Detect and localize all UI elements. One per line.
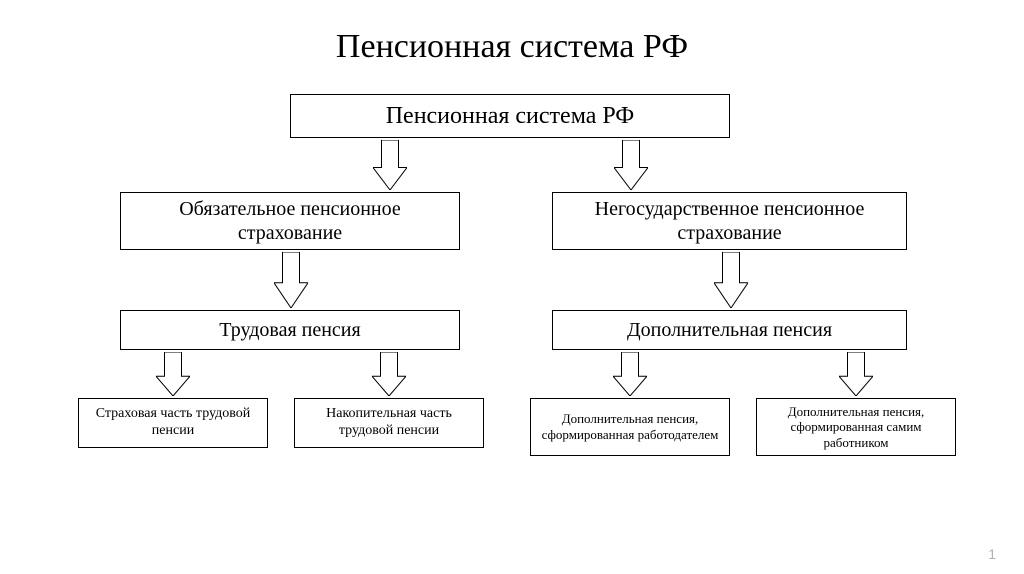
- node-left1-label: Обязательное пенсионное страхование: [127, 197, 453, 245]
- arrow-down-icon: [839, 352, 873, 396]
- node-leaf-a: Страховая часть трудовой пенсии: [78, 398, 268, 448]
- arrow-down-icon: [613, 352, 647, 396]
- node-left2-label: Трудовая пенсия: [219, 318, 360, 342]
- node-root: Пенсионная система РФ: [290, 94, 730, 138]
- page-number: 1: [988, 546, 996, 562]
- arrow-down-icon: [156, 352, 190, 396]
- node-leaf-c-label: Дополнительная пенсия, сформированная ра…: [537, 411, 723, 442]
- node-right2-label: Дополнительная пенсия: [627, 318, 832, 342]
- node-leaf-a-label: Страховая часть трудовой пенсии: [85, 406, 261, 440]
- node-right2: Дополнительная пенсия: [552, 310, 907, 350]
- node-leaf-b: Накопительная часть трудовой пенсии: [294, 398, 484, 448]
- node-leaf-d-label: Дополнительная пенсия, сформированная са…: [763, 404, 949, 451]
- node-left2: Трудовая пенсия: [120, 310, 460, 350]
- arrow-down-icon: [274, 252, 308, 308]
- node-left1: Обязательное пенсионное страхование: [120, 192, 460, 250]
- node-leaf-c: Дополнительная пенсия, сформированная ра…: [530, 398, 730, 456]
- arrow-down-icon: [614, 140, 648, 190]
- diagram-title: Пенсионная система РФ: [0, 0, 1024, 84]
- arrow-down-icon: [372, 352, 406, 396]
- node-right1: Негосударственное пенсионное страхование: [552, 192, 907, 250]
- node-leaf-d: Дополнительная пенсия, сформированная са…: [756, 398, 956, 456]
- node-root-label: Пенсионная система РФ: [386, 102, 635, 131]
- arrow-down-icon: [714, 252, 748, 308]
- node-leaf-b-label: Накопительная часть трудовой пенсии: [301, 406, 477, 440]
- arrow-down-icon: [373, 140, 407, 190]
- node-right1-label: Негосударственное пенсионное страхование: [559, 197, 900, 245]
